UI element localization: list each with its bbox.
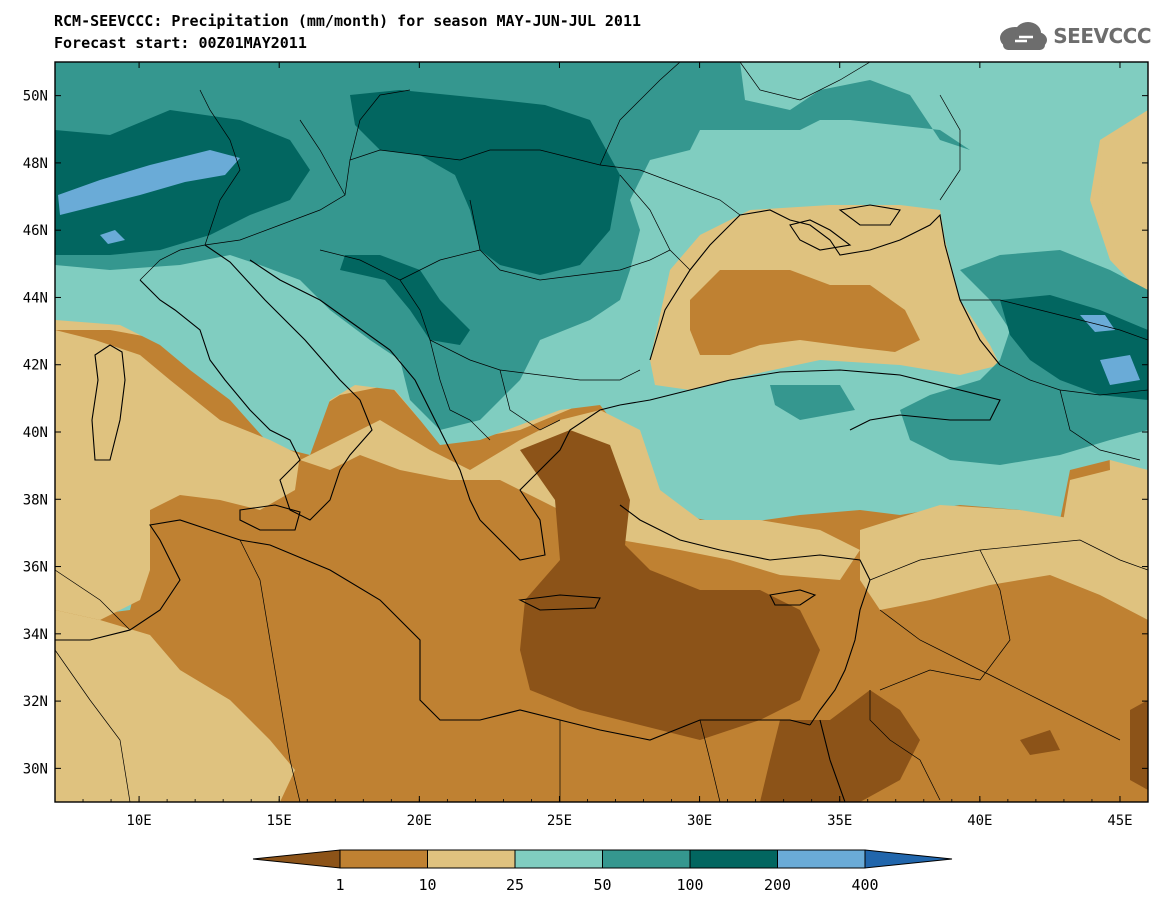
coastline-turkey: [619, 369, 1001, 431]
border-caucasus: [960, 299, 1148, 461]
colorbar-segment: [339, 849, 428, 869]
latitude-axis: 50N 48N 46N 44N 42N 40N 38N 36N 34N 32N 30N: [23, 89, 1148, 777]
coastline-italy: [139, 244, 373, 521]
colorbar: 1 10 25 50 100 200 400: [252, 849, 953, 894]
colorbar-low-arrow: [252, 849, 341, 869]
lat-tick-label: 46N: [23, 223, 48, 239]
lat-tick-label: 38N: [23, 492, 48, 508]
lat-tick-label: 30N: [23, 761, 48, 777]
field-100-200-north: [55, 62, 1148, 430]
lon-tick-label: 45E: [1107, 813, 1132, 829]
country-borders: [55, 62, 1148, 802]
field-25-50-levant: [860, 505, 1148, 620]
border-north-africa: [55, 539, 721, 802]
field-black-sea-core: [690, 270, 920, 355]
colorbar-label: 400: [851, 876, 878, 894]
precipitation-field: [55, 62, 1148, 802]
coastline-sardinia: [91, 344, 126, 461]
forecast-start-label: Forecast start: 00Z01MAY2011: [54, 34, 307, 52]
colorbar-segment: [689, 849, 778, 869]
colorbar-label: 200: [764, 876, 791, 894]
lat-tick-label: 32N: [23, 694, 48, 710]
field-400-plus-alps-small: [100, 230, 125, 244]
logo-text: SEEVCCC: [1053, 24, 1151, 48]
lat-tick-label: 40N: [23, 425, 48, 441]
lon-tick-label: 15E: [267, 813, 292, 829]
lat-tick-label: 36N: [23, 560, 48, 576]
coastlines: [55, 204, 1001, 802]
lat-tick-label: 44N: [23, 290, 48, 306]
lon-tick-label: 40E: [967, 813, 992, 829]
coastline-cyprus: [769, 589, 817, 606]
coastline-crete: [518, 594, 601, 611]
colorbar-label: 25: [506, 876, 524, 894]
field-25-50-tunis: [55, 330, 300, 620]
colorbar-label: 1: [335, 876, 344, 894]
coastline-crimea: [789, 219, 852, 251]
lon-tick-label: 20E: [407, 813, 432, 829]
border-middle-east: [869, 539, 1148, 801]
coastline-azov: [838, 204, 901, 226]
lon-tick-label: 25E: [547, 813, 572, 829]
coastline-sicily: [239, 504, 301, 531]
coastline-adriatic-east: [249, 259, 481, 521]
border-balkans: [319, 249, 641, 441]
field-25-50-west-africa: [55, 610, 295, 802]
colorbar-label: 10: [418, 876, 436, 894]
coastline-turkey-south: [619, 504, 871, 581]
field-200-400-carpathian: [350, 90, 620, 275]
colorbar-segment: [514, 849, 603, 869]
lat-tick-label: 42N: [23, 358, 48, 374]
lon-tick-label: 10E: [126, 813, 151, 829]
lon-tick-label: 30E: [687, 813, 712, 829]
coastline-levant: [809, 579, 871, 726]
colorbar-label: 100: [676, 876, 703, 894]
coastline-greece: [479, 404, 621, 561]
seevccc-logo: SEEVCCC: [995, 20, 1151, 52]
colorbar-segment: [427, 849, 516, 869]
colorbar-segment: [602, 849, 691, 869]
lat-tick-label: 48N: [23, 156, 48, 172]
field-400-plus-alps: [58, 150, 240, 215]
field-100-200-caucasus: [900, 250, 1148, 465]
coastline-north-africa: [55, 519, 811, 741]
map-title: RCM-SEEVCCC: Precipitation (mm/month) fo…: [54, 12, 641, 30]
field-1-10-sinai: [760, 690, 920, 802]
border-eastern-europe: [599, 62, 961, 271]
field-200-400-balkan: [340, 255, 470, 345]
field-1-10-east-med: [520, 430, 820, 740]
coastline-red-sea: [819, 719, 846, 802]
longitude-axis: 10E 15E 20E 25E 30E 35E 40E 45E: [54, 62, 1149, 829]
lat-tick-label: 50N: [23, 89, 48, 105]
lat-tick-label: 34N: [23, 627, 48, 643]
field-100-200-anatolia-core: [770, 385, 855, 420]
colorbar-high-arrow: [864, 849, 953, 869]
colorbar-segment: [777, 849, 866, 869]
border-central-europe: [199, 89, 671, 281]
field-400-plus-caucasus: [1080, 315, 1115, 332]
lon-tick-label: 35E: [827, 813, 852, 829]
cloud-icon: [1000, 22, 1048, 50]
field-1-10-arabia: [1020, 700, 1148, 790]
colorbar-label: 50: [593, 876, 611, 894]
field-400-plus-armenia: [1100, 355, 1140, 385]
